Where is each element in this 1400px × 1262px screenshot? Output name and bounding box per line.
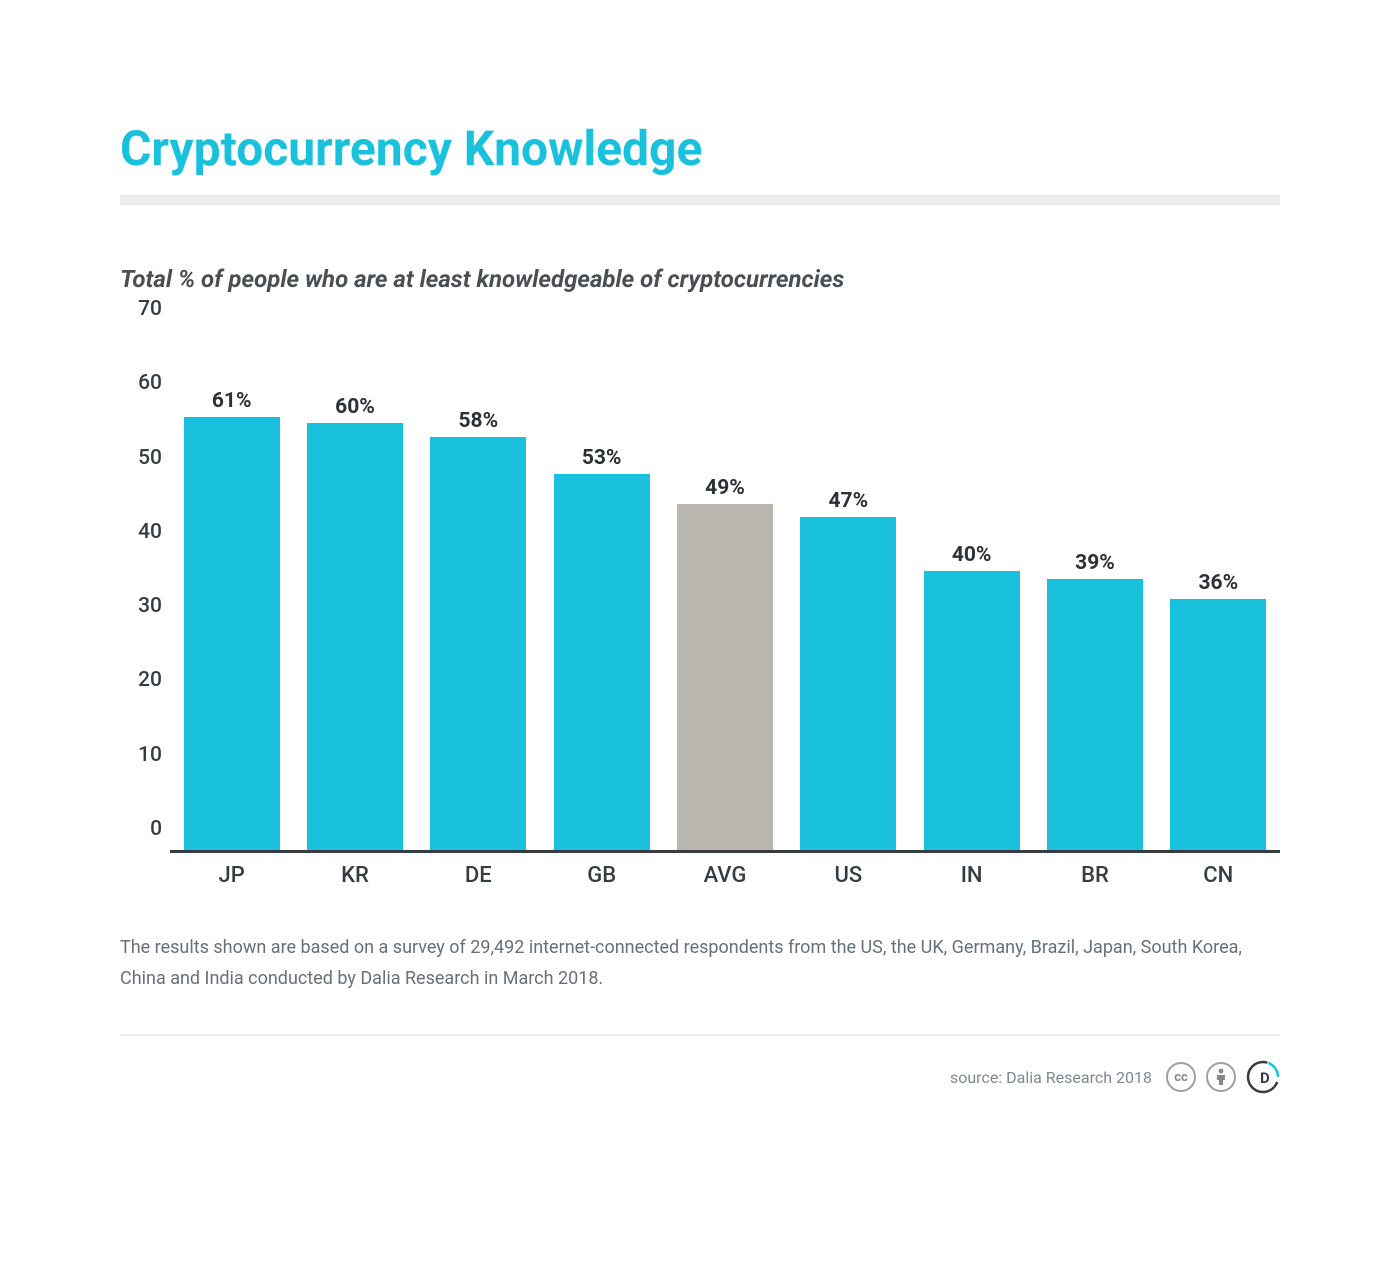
- bar-value-label: 61%: [184, 389, 280, 413]
- plot-area: 61% 60% 58% 53% 49% 47% 40% 39% 36%: [170, 333, 1280, 853]
- y-tick: 10: [138, 743, 162, 767]
- x-axis-label: DE: [417, 853, 540, 893]
- x-axis-label: AVG: [663, 853, 786, 893]
- bar: 47%: [800, 517, 896, 850]
- y-tick: 70: [138, 297, 162, 321]
- cc-license-icon: cc: [1166, 1062, 1196, 1092]
- title-divider: [120, 195, 1280, 205]
- x-axis-label: JP: [170, 853, 293, 893]
- bar-value-label: 36%: [1170, 571, 1266, 595]
- bar-value-label: 39%: [1047, 551, 1143, 575]
- footer-divider: [120, 1034, 1280, 1036]
- bar-chart: 010203040506070 61%60%58%53%49%47%40%39%…: [120, 333, 1280, 893]
- chart-subtitle: Total % of people who are at least knowl…: [120, 265, 1280, 293]
- x-axis-label: BR: [1033, 853, 1156, 893]
- y-axis: 010203040506070: [120, 333, 170, 853]
- bar-value-label: 58%: [430, 409, 526, 433]
- x-axis-label: US: [787, 853, 910, 893]
- y-tick: 60: [138, 371, 162, 395]
- footer: source: Dalia Research 2018 cc D: [120, 1060, 1280, 1094]
- chart-caption: The results shown are based on a survey …: [120, 933, 1280, 994]
- y-tick: 50: [138, 446, 162, 470]
- x-axis-label: KR: [293, 853, 416, 893]
- bar: 40%: [924, 571, 1020, 850]
- bar: 49%: [677, 504, 773, 850]
- bar: 60%: [307, 423, 403, 850]
- x-axis-label: CN: [1157, 853, 1280, 893]
- y-tick: 0: [150, 817, 162, 841]
- bar-value-label: 47%: [800, 489, 896, 513]
- bar: 39%: [1047, 579, 1143, 850]
- bar-value-label: 49%: [677, 476, 773, 500]
- x-axis-label: GB: [540, 853, 663, 893]
- bar-value-label: 53%: [554, 446, 650, 470]
- bar: 61%: [184, 417, 280, 850]
- bar-slot: 36%: [1157, 333, 1280, 850]
- bar-slot: 39%: [1033, 333, 1156, 850]
- bar-slot: 60%: [293, 333, 416, 850]
- dalia-logo-icon: D: [1246, 1060, 1280, 1094]
- bar-slot: 47%: [787, 333, 910, 850]
- bar-value-label: 60%: [307, 395, 403, 419]
- bar-slot: 49%: [663, 333, 786, 850]
- y-tick: 30: [138, 594, 162, 618]
- y-tick: 20: [138, 668, 162, 692]
- svg-text:D: D: [1260, 1069, 1270, 1087]
- bar: 36%: [1170, 599, 1266, 850]
- bar: 58%: [430, 437, 526, 850]
- source-text: source: Dalia Research 2018: [950, 1068, 1152, 1087]
- bar-slot: 58%: [417, 333, 540, 850]
- y-tick: 40: [138, 520, 162, 544]
- bar: 53%: [554, 474, 650, 850]
- attribution-icon: [1206, 1062, 1236, 1092]
- x-axis-label: IN: [910, 853, 1033, 893]
- person-icon: [1214, 1068, 1228, 1086]
- bar-slot: 40%: [910, 333, 1033, 850]
- x-axis-labels: JPKRDEGBAVGUSINBRCN: [170, 853, 1280, 893]
- page-title: Cryptocurrency Knowledge: [120, 120, 1280, 177]
- bar-slot: 53%: [540, 333, 663, 850]
- bar-value-label: 40%: [924, 543, 1020, 567]
- bar-slot: 61%: [170, 333, 293, 850]
- bars-container: 61% 60% 58% 53% 49% 47% 40% 39% 36%: [170, 333, 1280, 850]
